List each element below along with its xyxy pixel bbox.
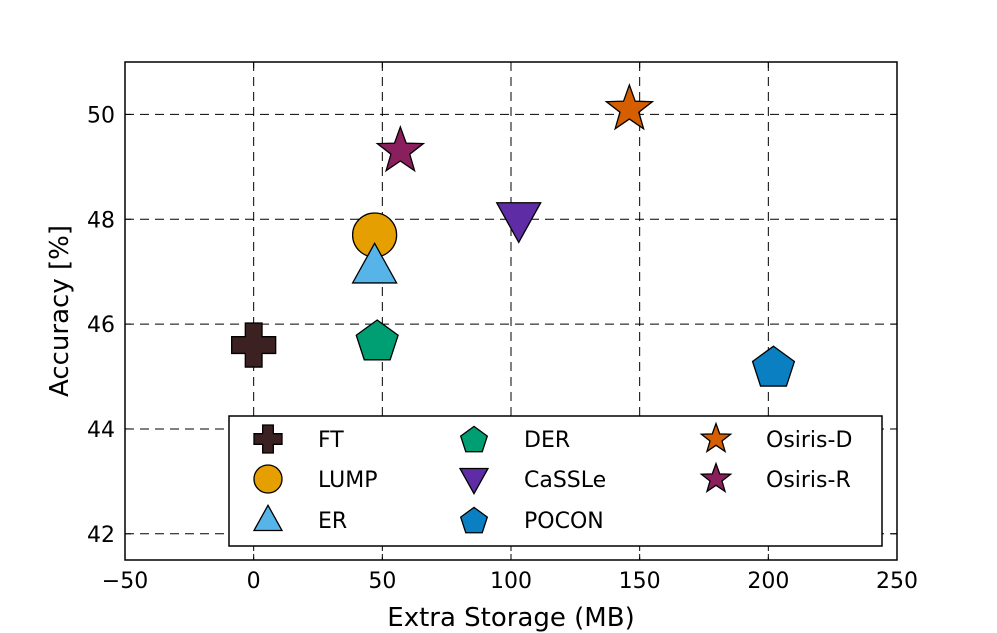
legend-marker-der <box>459 425 489 453</box>
legend-label: FT <box>318 428 344 453</box>
point-cassle <box>495 202 542 244</box>
x-tick-label: 100 <box>490 569 532 594</box>
legend-item-lump: LUMP <box>253 464 378 494</box>
y-tick-label: 46 <box>87 313 115 338</box>
legend-item-cassle: CaSSLe <box>458 467 606 496</box>
point-ft <box>231 322 277 368</box>
x-tick-label: 200 <box>747 569 789 594</box>
y-axis-label: Accuracy [%] <box>45 225 75 397</box>
legend: FT LUMP ER DER CaSSLe POCON Osiris-D Osiris-R <box>228 415 883 547</box>
y-tick-label: 48 <box>87 208 115 233</box>
y-tick-label: 44 <box>87 418 115 443</box>
axis-ticks: −50 0 50 100 150 200 250 42 44 46 48 50 <box>87 62 918 594</box>
point-osiris-r <box>375 124 426 173</box>
legend-label: POCON <box>524 509 604 534</box>
legend-marker-ft <box>253 424 283 454</box>
legend-item-ft: FT <box>253 424 344 454</box>
legend-item-pocon: POCON <box>459 506 604 534</box>
x-tick-label: 50 <box>368 569 396 594</box>
legend-label: LUMP <box>318 468 378 493</box>
legend-item-er: ER <box>252 503 347 534</box>
legend-marker-lump <box>253 464 283 494</box>
legend-marker-pocon <box>459 506 489 534</box>
y-tick-label: 42 <box>87 523 115 548</box>
x-tick-label: 0 <box>247 569 261 594</box>
legend-item-der: DER <box>459 425 570 453</box>
legend-item-osiris-d: Osiris-D <box>699 421 852 454</box>
x-tick-label: 150 <box>619 569 661 594</box>
plot-frame <box>124 61 898 561</box>
y-tick-label: 50 <box>87 103 115 128</box>
legend-label: CaSSLe <box>524 468 606 493</box>
x-tick-label: −50 <box>102 569 148 594</box>
legend-item-osiris-r: Osiris-R <box>699 461 851 494</box>
legend-label: Osiris-D <box>766 428 852 453</box>
point-er <box>351 242 398 284</box>
legend-label: Osiris-R <box>766 468 851 493</box>
point-pocon <box>751 345 796 387</box>
legend-marker-osiris-d <box>699 421 733 454</box>
point-der <box>355 319 399 361</box>
legend-marker-osiris-r <box>699 461 733 494</box>
x-axis-label: Extra Storage (MB) <box>387 603 634 633</box>
legend-label: ER <box>318 509 347 534</box>
legend-marker-er <box>252 503 284 532</box>
point-osiris-d <box>604 83 655 131</box>
data-points <box>231 83 796 387</box>
legend-label: DER <box>524 428 570 453</box>
legend-box <box>228 415 883 547</box>
x-tick-label: 250 <box>876 569 918 594</box>
legend-marker-cassle <box>458 467 490 496</box>
